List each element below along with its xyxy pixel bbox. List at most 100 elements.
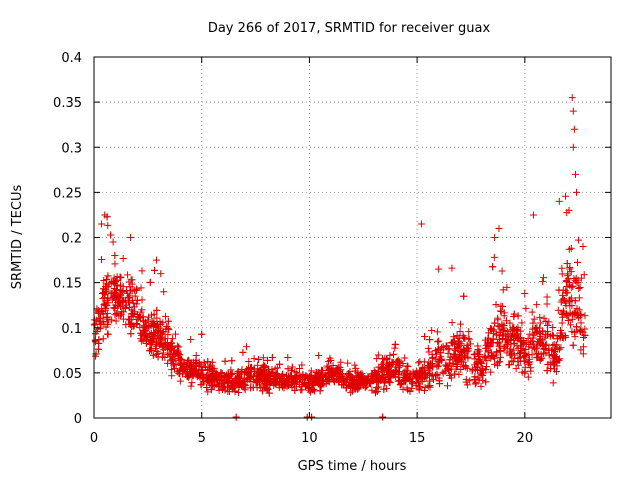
data-point — [569, 143, 577, 151]
data-point — [236, 379, 244, 387]
data-point — [158, 353, 166, 361]
data-point — [522, 346, 530, 354]
data-point — [104, 221, 112, 229]
data-point — [149, 351, 157, 359]
data-point — [333, 369, 341, 377]
data-point — [128, 276, 136, 284]
data-point — [99, 318, 107, 326]
data-point — [110, 289, 118, 297]
data-point — [261, 362, 269, 370]
data-point — [201, 363, 209, 371]
data-point — [472, 365, 480, 373]
data-point — [119, 315, 127, 323]
data-point — [171, 364, 179, 372]
data-point — [566, 296, 574, 304]
data-point — [484, 347, 492, 355]
data-point — [261, 371, 269, 379]
data-point — [457, 320, 465, 328]
y-axis-label: SRMTID / TECUs — [10, 185, 25, 290]
data-point — [241, 377, 249, 385]
data-point — [503, 283, 511, 291]
data-point — [575, 236, 583, 244]
data-point — [564, 316, 572, 324]
data-point — [401, 354, 409, 362]
data-point — [228, 382, 236, 390]
data-point — [317, 381, 325, 389]
data-point — [495, 342, 503, 350]
data-point — [502, 336, 510, 344]
data-point — [562, 302, 570, 310]
data-point — [101, 211, 109, 219]
data-point — [550, 340, 558, 348]
data-point — [558, 319, 566, 327]
data-point — [576, 327, 584, 335]
data-point — [406, 376, 414, 384]
data-point — [132, 320, 140, 328]
data-point — [188, 379, 196, 387]
data-point — [128, 287, 136, 295]
data-point — [475, 353, 483, 361]
data-point — [350, 380, 358, 388]
data-point — [557, 327, 565, 335]
data-point — [459, 363, 467, 371]
data-point — [111, 251, 119, 259]
data-point — [153, 314, 161, 322]
data-point — [99, 335, 107, 343]
data-point — [259, 354, 267, 362]
data-point — [565, 206, 573, 214]
data-point — [269, 369, 277, 377]
data-point — [564, 275, 572, 283]
data-point — [239, 348, 247, 356]
data-point — [569, 107, 577, 115]
data-point — [500, 312, 508, 320]
data-point — [521, 363, 529, 371]
data-point — [394, 377, 402, 385]
data-point — [103, 275, 111, 283]
data-point — [495, 224, 503, 232]
data-point — [426, 370, 434, 378]
data-point — [164, 331, 172, 339]
data-point — [451, 370, 459, 378]
data-point — [443, 342, 451, 350]
data-point — [226, 374, 234, 382]
data-point — [536, 319, 544, 327]
data-point — [472, 379, 480, 387]
data-point — [573, 188, 581, 196]
data-point — [124, 294, 132, 302]
data-point — [448, 319, 456, 327]
data-point — [339, 381, 347, 389]
data-point — [379, 363, 387, 371]
data-point — [570, 125, 578, 133]
data-point — [397, 380, 405, 388]
data-point — [577, 319, 585, 327]
y-tick-label: 0.05 — [53, 367, 82, 382]
data-point — [348, 375, 356, 383]
x-tick-label: 15 — [409, 431, 426, 446]
data-point — [379, 413, 387, 421]
data-point — [529, 211, 537, 219]
data-point — [444, 366, 452, 374]
data-point — [521, 289, 529, 297]
data-point — [151, 320, 159, 328]
data-point — [225, 371, 233, 379]
y-tick-label: 0.15 — [53, 277, 82, 292]
x-tick-label: 0 — [90, 431, 98, 446]
data-point — [524, 373, 532, 381]
data-point — [109, 238, 117, 246]
y-tick-label: 0.35 — [53, 96, 82, 111]
data-point — [263, 385, 271, 393]
y-tick-label: 0 — [74, 412, 82, 427]
data-point — [524, 358, 532, 366]
data-point — [512, 365, 520, 373]
data-point — [420, 366, 428, 374]
data-point — [296, 372, 304, 380]
data-point — [198, 363, 206, 371]
data-point — [137, 284, 145, 292]
data-point — [424, 344, 432, 352]
data-point — [426, 364, 434, 372]
data-point — [207, 386, 215, 394]
data-point — [344, 359, 352, 367]
data-point — [177, 355, 185, 363]
data-point — [543, 300, 551, 308]
data-point — [488, 325, 496, 333]
